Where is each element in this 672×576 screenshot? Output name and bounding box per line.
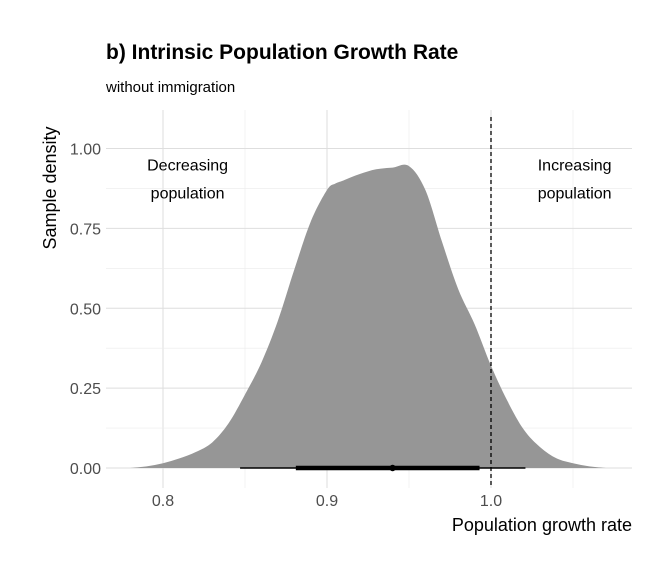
y-axis-title: Sample density xyxy=(40,126,60,249)
annotation-text: population xyxy=(538,185,612,202)
chart-title: b) Intrinsic Population Growth Rate xyxy=(106,41,458,64)
y-tick-label: 1.00 xyxy=(70,142,101,159)
x-tick-label: 1.0 xyxy=(480,493,502,510)
x-axis-title: Population growth rate xyxy=(452,515,632,535)
chart-subtitle: without immigration xyxy=(105,79,235,96)
interval-point xyxy=(389,464,396,472)
y-tick-label: 0.25 xyxy=(70,381,101,398)
annotations: Decreasing population Increasing population xyxy=(147,157,611,202)
annotation-text: Decreasing xyxy=(147,157,228,174)
x-tick-label: 0.9 xyxy=(316,493,338,510)
y-tick-label: 0.00 xyxy=(70,461,101,478)
tick-labels: 0.8 0.9 1.0 0.00 0.25 0.50 0.75 1.00 xyxy=(70,142,502,511)
annotation-text: Increasing xyxy=(538,157,612,174)
y-tick-label: 0.50 xyxy=(70,301,101,318)
density-area-layer xyxy=(130,164,606,468)
y-tick-label: 0.75 xyxy=(70,221,101,238)
density-area xyxy=(130,164,606,468)
annotation-text: population xyxy=(151,185,225,202)
x-tick-label: 0.8 xyxy=(152,493,174,510)
interval-layer xyxy=(240,464,526,472)
